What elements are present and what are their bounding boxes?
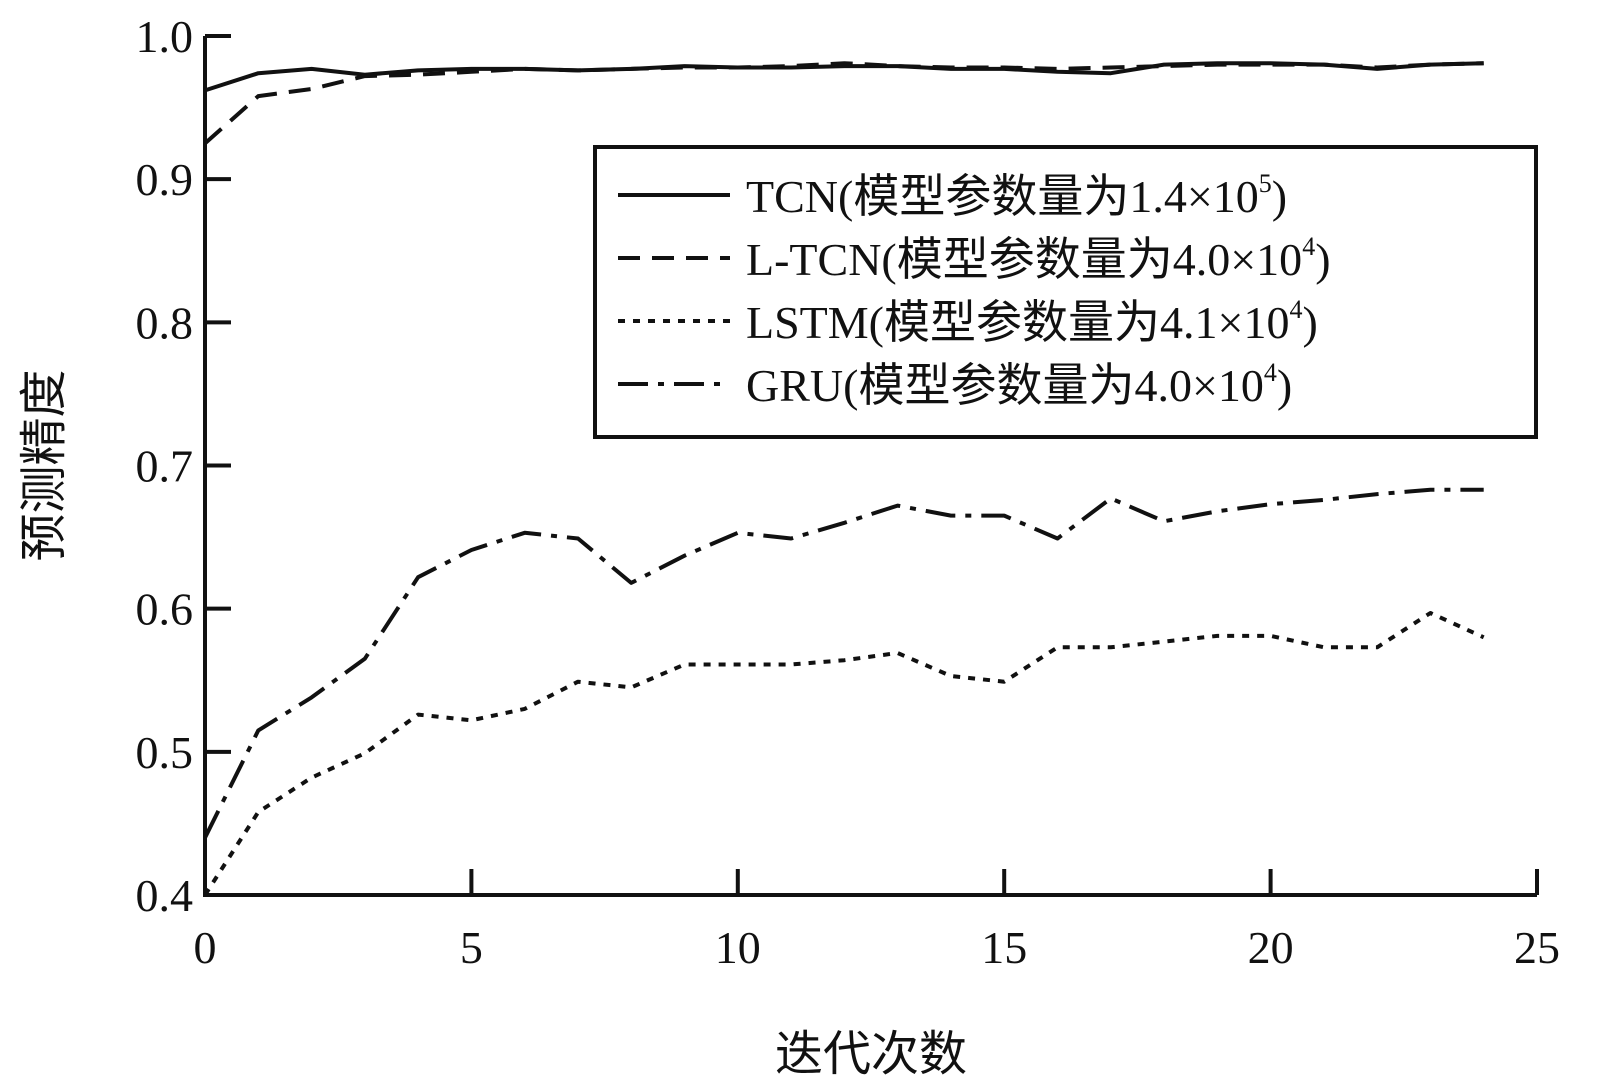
x-tick-label: 5 [460,922,483,973]
legend-label: TCN(模型参数量为1.4×105) [746,169,1287,222]
y-tick-label: 0.7 [136,441,194,492]
x-tick-label: 25 [1514,922,1560,973]
series-line-dashed [203,61,1484,145]
legend: TCN(模型参数量为1.4×105) L-TCN(模型参数量为4.0×104) LS… [593,145,1538,439]
x-tick-label: 10 [715,922,761,973]
axes: 0.4 0.5 0.6 0.7 0.8 0.9 1.0 0 5 10 15 20 25 [136,11,1561,973]
series-line-solid [204,61,1484,93]
x-axis-title: 迭代次数 [775,1026,967,1082]
y-tick-label: 0.9 [136,154,194,205]
series-line-dotted [203,611,1485,897]
x-tick-label: 20 [1248,922,1294,973]
y-tick-label: 0.8 [136,297,194,348]
legend-box [593,145,1538,439]
series-layer [203,61,1485,897]
y-tick-label: 0.6 [136,584,194,635]
x-tick-label: 0 [194,922,217,973]
legend-label: L-TCN(模型参数量为4.0×104) [746,232,1331,285]
y-tick-label: 0.5 [136,727,194,778]
x-tick-label: 15 [981,922,1027,973]
axis-titles: 迭代次数 预测精度 [16,369,967,1082]
y-axis-title: 预测精度 [16,369,72,561]
series-line-dashdot [203,487,1484,839]
y-tick-label: 1.0 [136,11,194,62]
legend-label: LSTM(模型参数量为4.1×104) [746,295,1318,348]
legend-label: GRU(模型参数量为4.0×104) [746,358,1292,411]
y-tick-label: 0.4 [136,870,194,921]
